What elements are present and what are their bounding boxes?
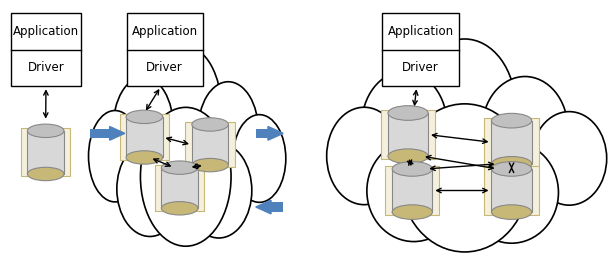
Text: Driver: Driver <box>146 61 183 74</box>
Bar <box>491 169 532 212</box>
Bar <box>161 168 198 208</box>
Bar <box>381 110 435 159</box>
Bar <box>90 129 110 138</box>
Text: Application: Application <box>13 25 79 38</box>
Bar <box>256 129 268 138</box>
Bar <box>388 113 428 156</box>
Polygon shape <box>110 126 125 140</box>
Bar <box>119 115 169 160</box>
Ellipse shape <box>532 112 607 205</box>
Ellipse shape <box>491 205 532 219</box>
Ellipse shape <box>388 106 428 120</box>
Text: Driver: Driver <box>27 61 65 74</box>
Text: Application: Application <box>387 25 454 38</box>
Bar <box>484 118 539 166</box>
Ellipse shape <box>465 142 558 243</box>
Bar <box>127 13 203 86</box>
Bar <box>385 166 440 215</box>
Ellipse shape <box>192 118 228 131</box>
Ellipse shape <box>117 141 183 236</box>
Ellipse shape <box>88 110 141 202</box>
Ellipse shape <box>161 161 198 174</box>
Ellipse shape <box>362 71 447 180</box>
Ellipse shape <box>126 151 163 164</box>
Ellipse shape <box>491 156 532 171</box>
Ellipse shape <box>150 46 222 174</box>
Ellipse shape <box>388 149 428 164</box>
Ellipse shape <box>186 143 252 238</box>
Ellipse shape <box>326 107 402 205</box>
Ellipse shape <box>414 39 516 176</box>
Bar <box>21 129 70 176</box>
Polygon shape <box>268 126 283 140</box>
Bar <box>484 166 539 215</box>
Ellipse shape <box>233 115 286 202</box>
Ellipse shape <box>491 162 532 176</box>
Bar <box>11 13 81 86</box>
Ellipse shape <box>392 205 432 219</box>
Ellipse shape <box>482 76 568 182</box>
Ellipse shape <box>113 77 174 179</box>
Ellipse shape <box>141 107 231 246</box>
Ellipse shape <box>192 158 228 172</box>
Bar <box>155 165 205 211</box>
Ellipse shape <box>367 140 460 242</box>
Bar <box>382 13 459 86</box>
Ellipse shape <box>161 202 198 215</box>
Bar <box>491 121 532 164</box>
Text: Driver: Driver <box>402 61 439 74</box>
Ellipse shape <box>491 113 532 128</box>
Polygon shape <box>256 200 271 214</box>
Bar <box>126 117 163 157</box>
Ellipse shape <box>392 162 432 176</box>
Bar <box>27 131 64 174</box>
Bar <box>185 122 234 167</box>
Ellipse shape <box>126 110 163 123</box>
Ellipse shape <box>198 82 258 180</box>
Ellipse shape <box>27 124 64 137</box>
Bar <box>192 124 228 165</box>
Bar <box>271 202 283 212</box>
Ellipse shape <box>27 167 64 181</box>
Bar <box>392 169 432 212</box>
Text: Application: Application <box>132 25 198 38</box>
Ellipse shape <box>400 104 529 252</box>
